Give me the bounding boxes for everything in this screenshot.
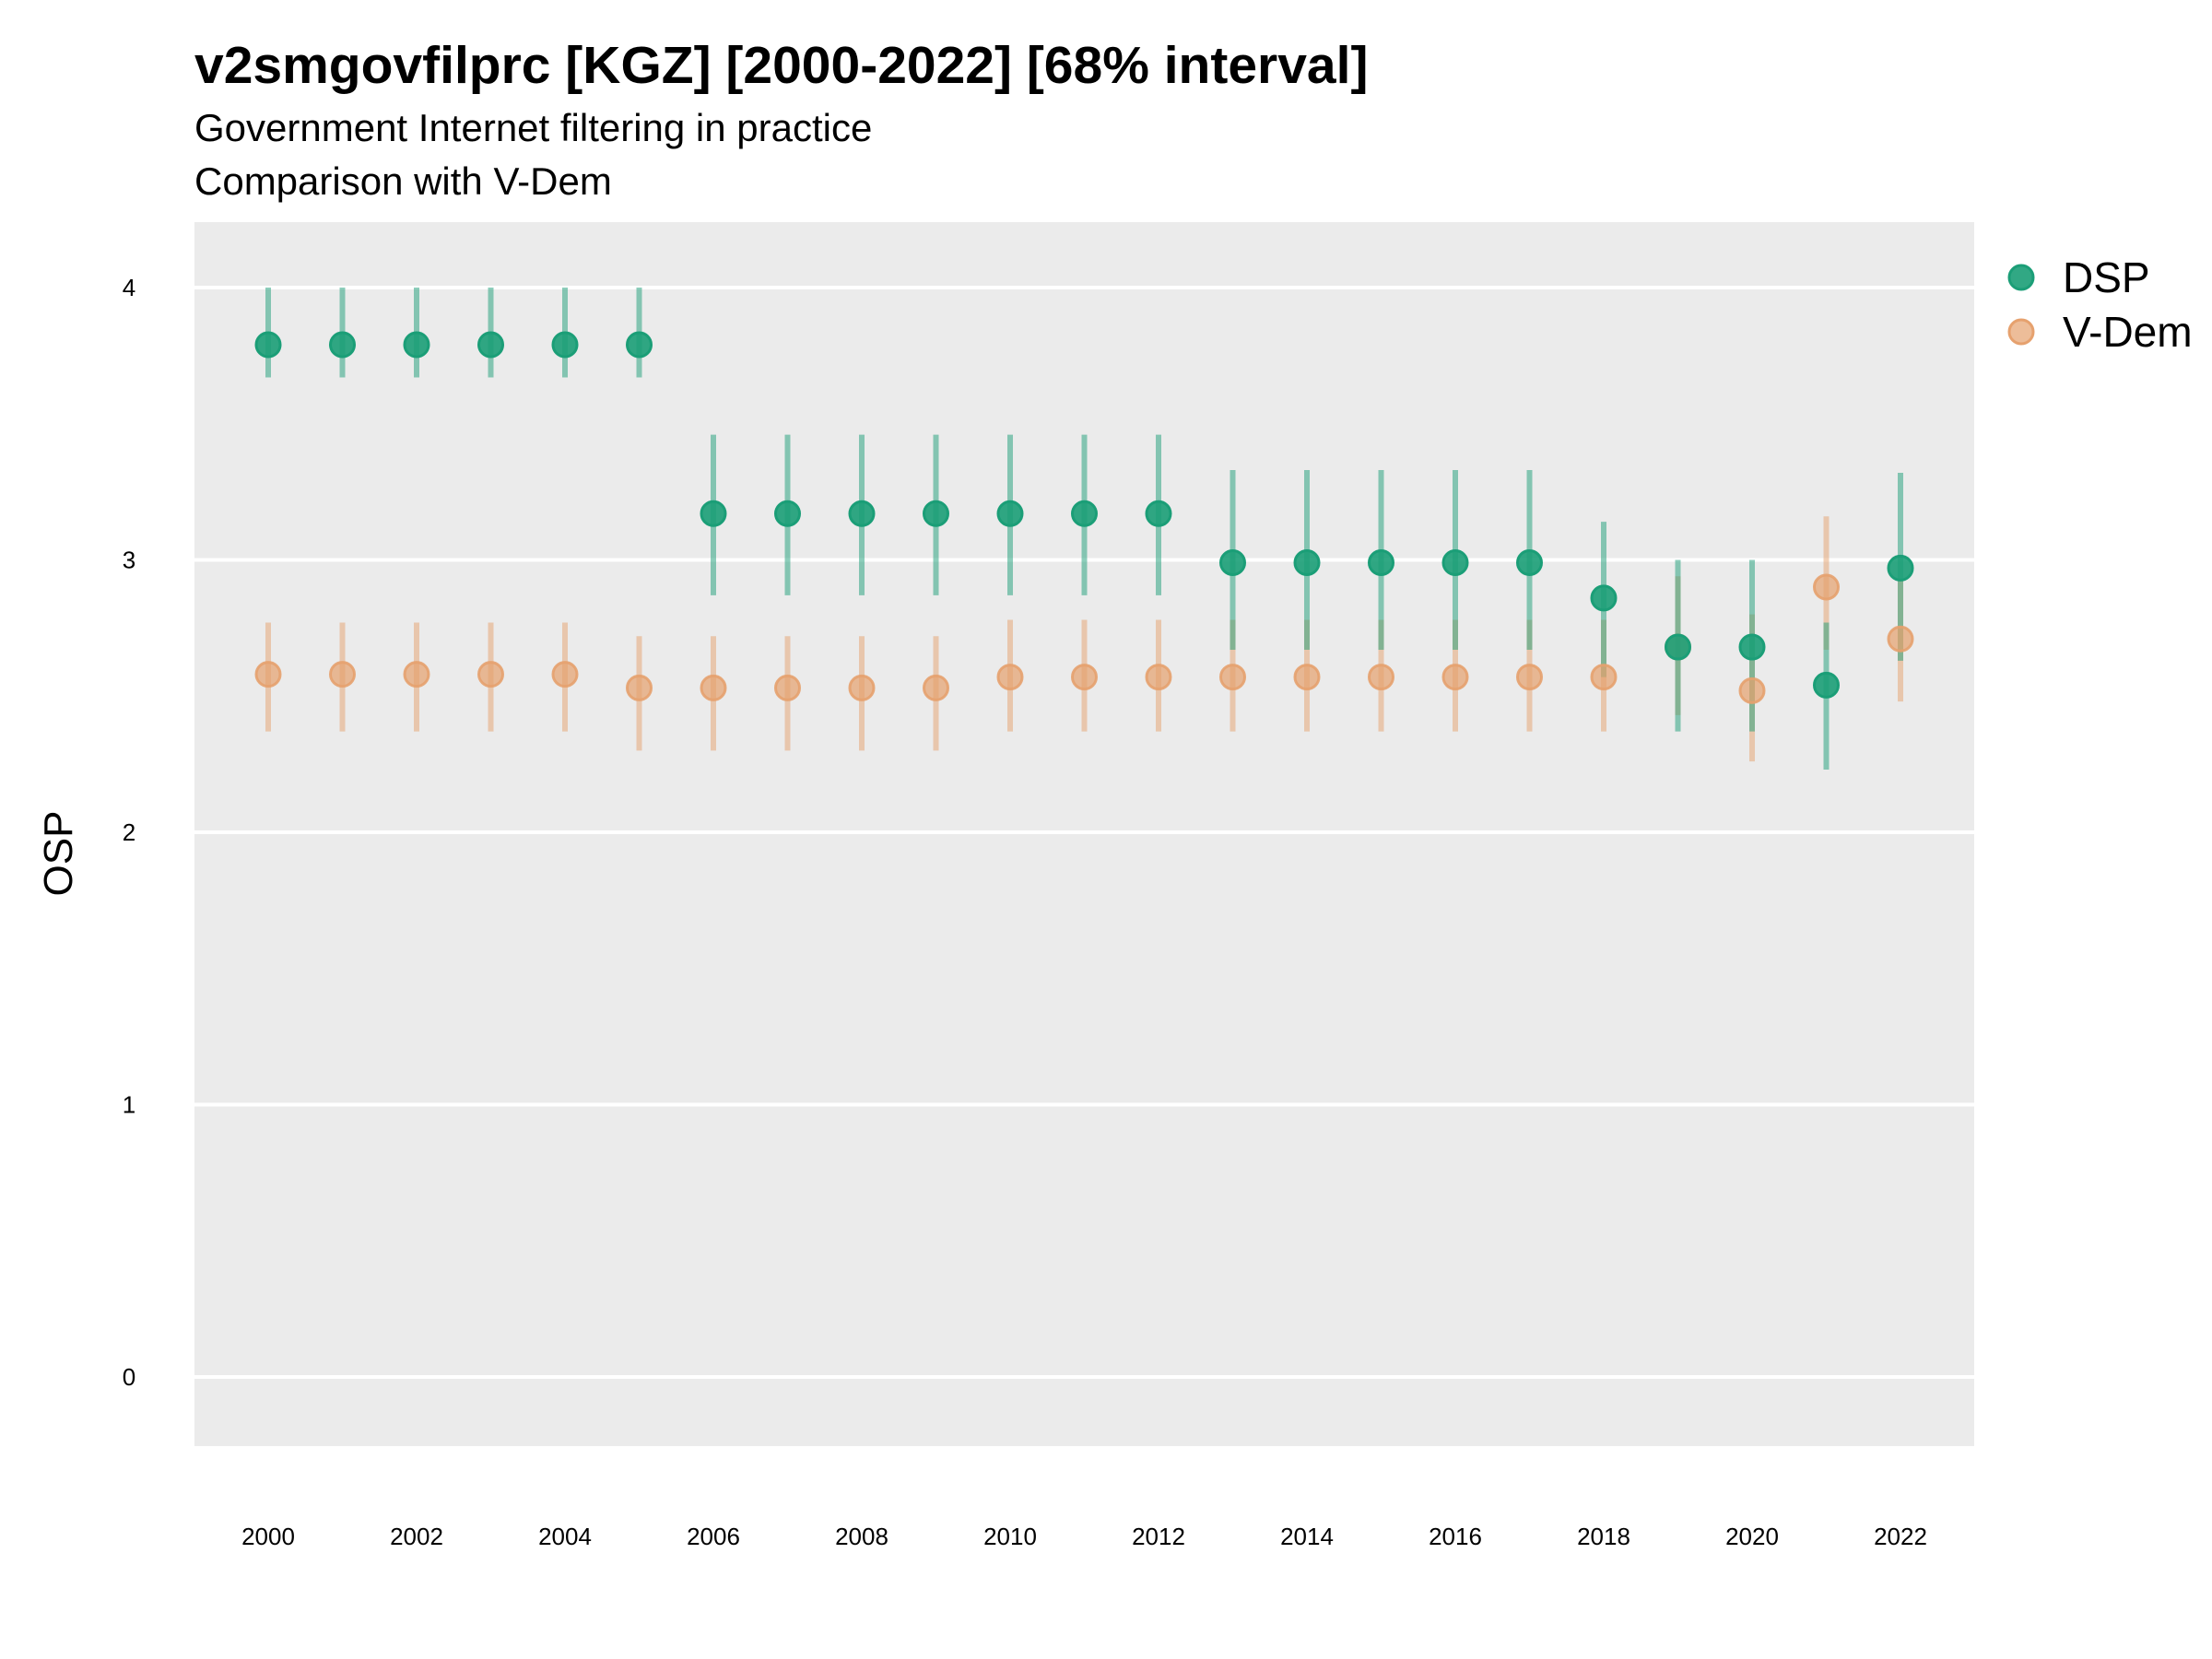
dsp-point — [1887, 554, 1914, 582]
dsp-point — [403, 331, 430, 359]
legend: DSP V-Dem — [2007, 253, 2193, 356]
chart-subtitle: Government Internet filtering in practic… — [194, 106, 873, 149]
x-tick-label: 2012 — [1132, 1523, 1185, 1550]
y-tick-label: 1 — [123, 1091, 135, 1119]
v-dem-point — [551, 661, 579, 688]
dsp-point — [1145, 500, 1172, 527]
dsp-point — [923, 500, 949, 527]
v-dem-point — [626, 674, 653, 701]
dsp-point — [700, 500, 727, 527]
dsp-point — [1368, 548, 1394, 576]
x-tick-label: 2008 — [835, 1523, 888, 1550]
v-dem-point — [848, 674, 876, 701]
y-axis-ticks: 0 1 2 3 4 — [123, 274, 135, 1391]
y-tick-label: 3 — [123, 547, 135, 574]
dsp-point — [329, 331, 356, 359]
dsp-point — [1219, 548, 1246, 576]
dsp-point — [996, 500, 1024, 527]
x-tick-label: 2014 — [1280, 1523, 1334, 1550]
dsp-point — [477, 331, 504, 359]
v-dem-point — [1368, 664, 1394, 691]
x-tick-label: 2016 — [1429, 1523, 1482, 1550]
v-dem-point — [1145, 664, 1172, 691]
legend-label-v-dem: V-Dem — [2063, 308, 2193, 356]
dsp-point — [1441, 548, 1469, 576]
x-tick-label: 2004 — [538, 1523, 592, 1550]
v-dem-point — [996, 664, 1024, 691]
v-dem-point — [1590, 664, 1618, 691]
v-dem-point — [1441, 664, 1469, 691]
v-dem-point — [700, 674, 727, 701]
x-tick-label: 2018 — [1577, 1523, 1630, 1550]
v-dem-point — [923, 674, 949, 701]
data-points — [254, 331, 1914, 704]
v-dem-point — [774, 674, 801, 701]
dsp-point — [1516, 548, 1543, 576]
v-dem-point — [329, 661, 356, 688]
v-dem-point — [1738, 677, 1766, 704]
x-axis-ticks: 2000 2002 2004 2006 2008 2010 2012 2014 2016 2018… — [241, 1523, 1927, 1550]
x-tick-label: 2002 — [390, 1523, 443, 1550]
dsp-point — [1813, 671, 1840, 699]
v-dem-point — [1219, 664, 1246, 691]
dsp-point — [1293, 548, 1321, 576]
legend-key-dsp — [2007, 264, 2035, 291]
y-tick-label: 2 — [123, 818, 135, 846]
dsp-point — [1590, 584, 1618, 612]
v-dem-point — [1813, 573, 1840, 601]
dsp-point — [848, 500, 876, 527]
v-dem-point — [477, 661, 504, 688]
legend-key-v-dem — [2007, 318, 2035, 346]
dsp-point — [1071, 500, 1098, 527]
dsp-point — [254, 331, 282, 359]
v-dem-point — [1293, 664, 1321, 691]
v-dem-point — [403, 661, 430, 688]
legend-label-dsp: DSP — [2063, 253, 2150, 301]
x-tick-label: 2010 — [983, 1523, 1037, 1550]
x-tick-label: 2022 — [1874, 1523, 1927, 1550]
dsp-point — [1738, 633, 1766, 661]
v-dem-point — [1887, 625, 1914, 653]
dsp-point — [1665, 633, 1691, 661]
y-tick-label: 0 — [123, 1363, 135, 1391]
chart-subtitle-comparison: Comparison with V-Dem — [194, 159, 612, 203]
dsp-point — [774, 500, 801, 527]
dsp-point — [626, 331, 653, 359]
y-tick-label: 4 — [123, 274, 135, 301]
x-tick-label: 2006 — [687, 1523, 740, 1550]
y-axis-label: OSP — [36, 811, 81, 897]
v-dem-point — [1516, 664, 1543, 691]
chart-title: v2smgovfilprc [KGZ] [2000-2022] [68% int… — [194, 36, 1369, 95]
x-tick-label: 2020 — [1725, 1523, 1779, 1550]
v-dem-point — [1071, 664, 1098, 691]
v-dem-point — [254, 661, 282, 688]
dsp-point — [551, 331, 579, 359]
x-tick-label: 2000 — [241, 1523, 295, 1550]
